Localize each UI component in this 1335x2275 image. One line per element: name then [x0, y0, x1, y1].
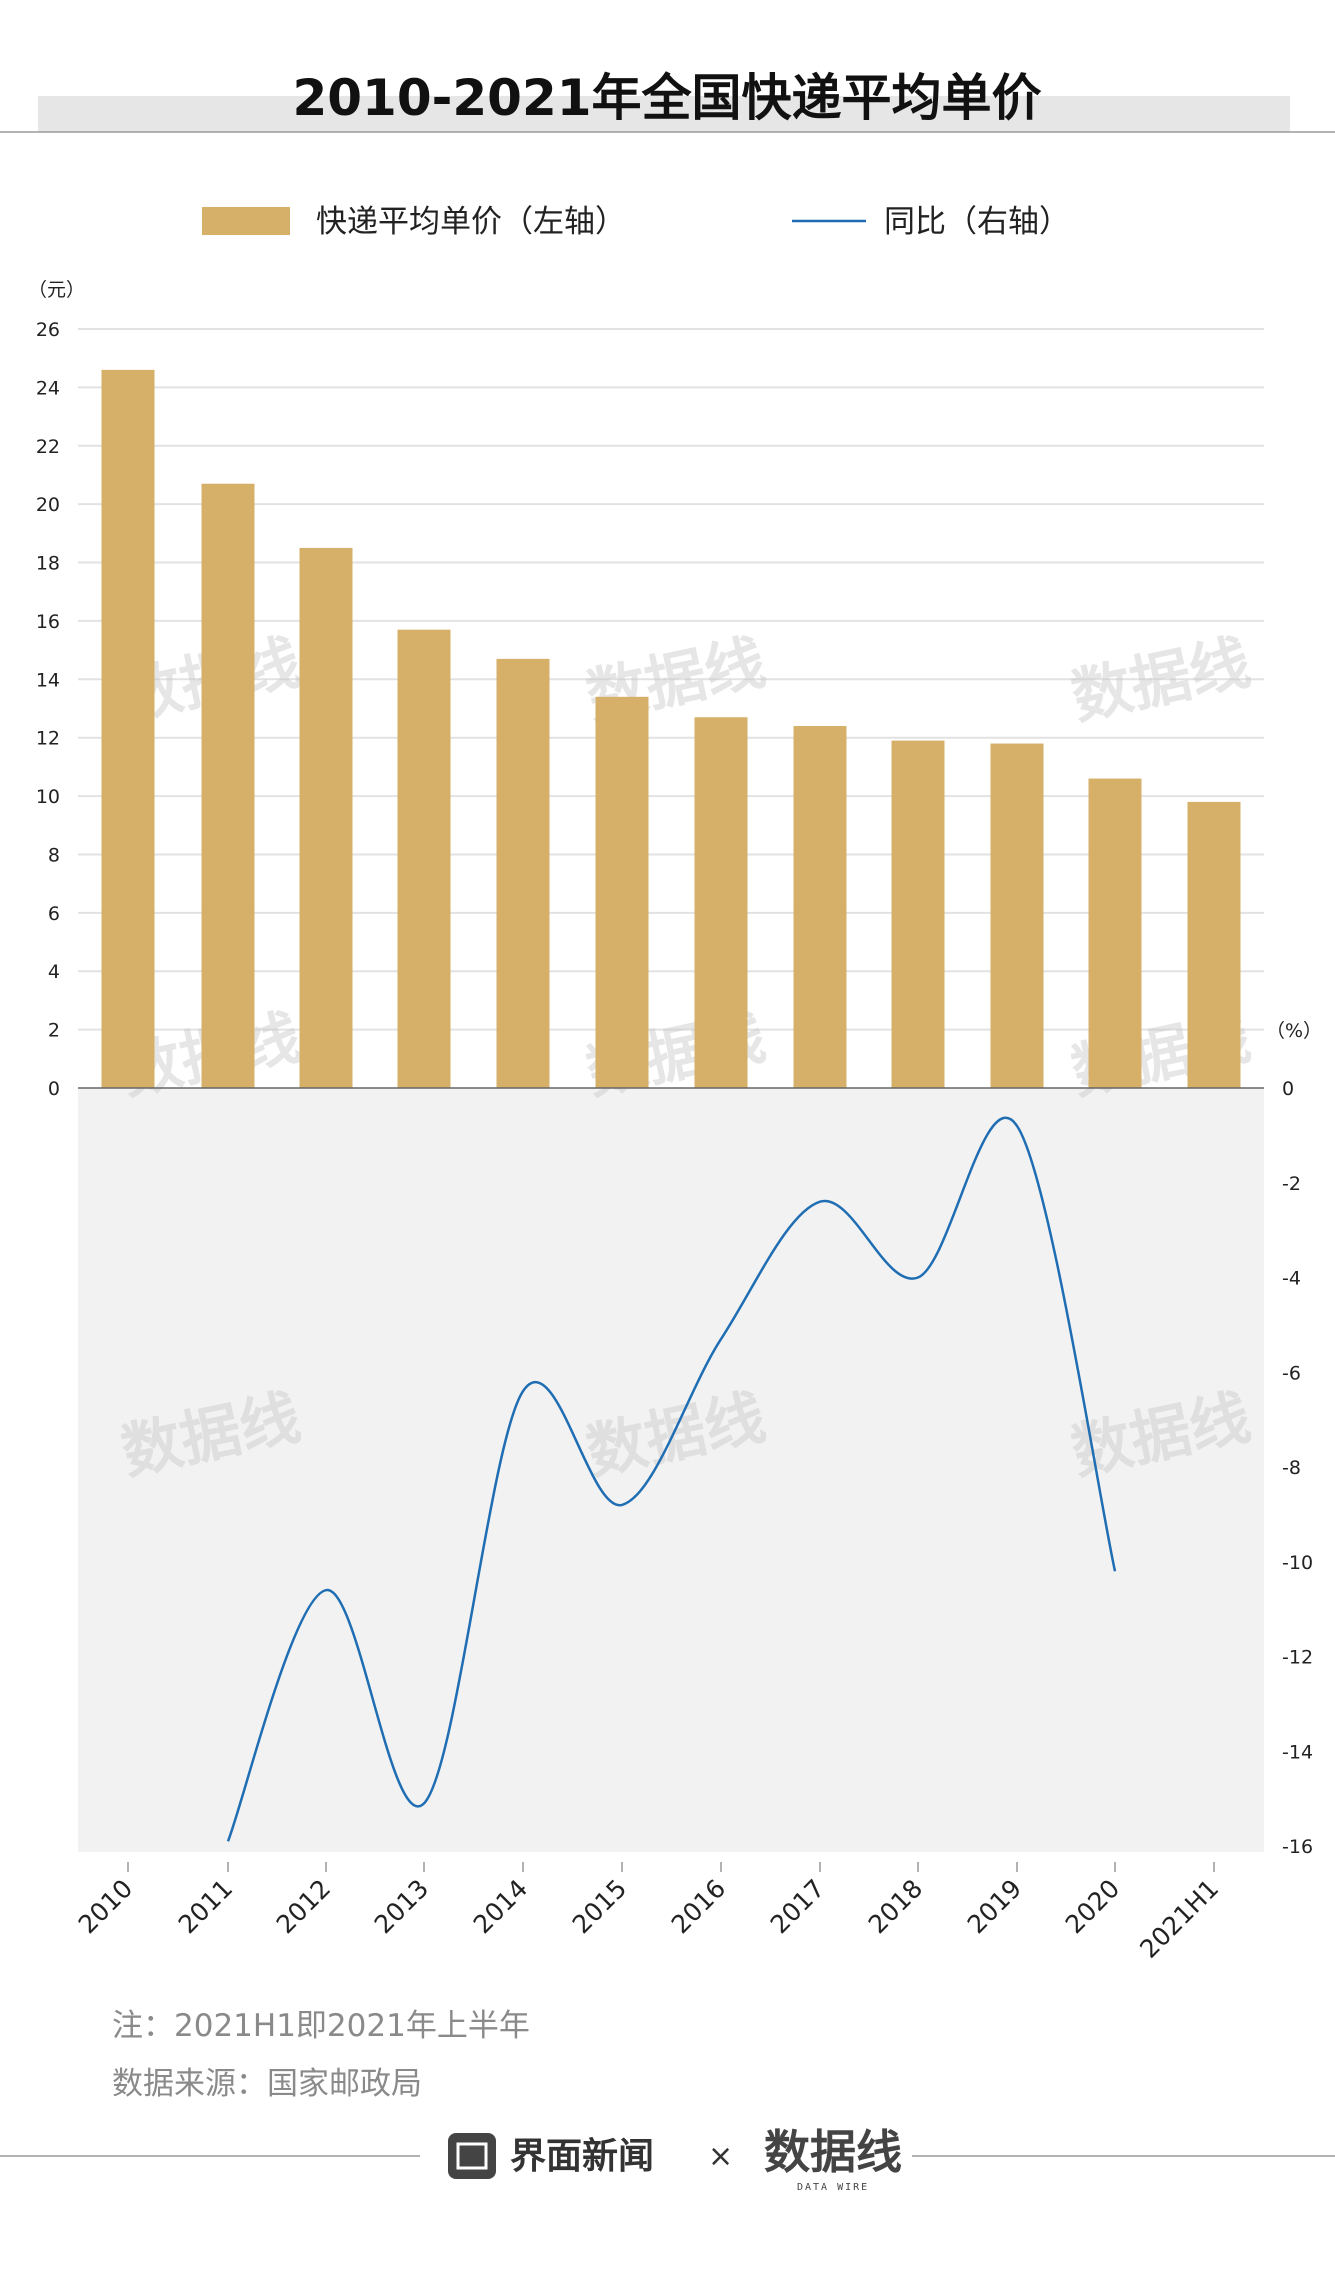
bar: [891, 740, 945, 1088]
bar: [201, 483, 255, 1088]
left-tick-label: 16: [36, 611, 60, 633]
brand-name: 界面新闻: [510, 2136, 654, 2177]
bar: [793, 726, 847, 1088]
legend-bar-swatch: [202, 207, 290, 235]
x-tick-label: 2021H1: [1134, 1874, 1224, 1964]
left-tick-label: 18: [36, 553, 60, 575]
right-tick-label: -2: [1282, 1173, 1301, 1195]
x-tick-label: 2016: [666, 1874, 731, 1939]
bar: [990, 743, 1044, 1088]
x-tick-label: 2020: [1060, 1874, 1125, 1939]
left-tick-label: 8: [48, 844, 60, 866]
footer-separator: ×: [708, 2139, 733, 2174]
right-tick-label: -14: [1282, 1741, 1313, 1763]
left-tick-label: 0: [48, 1078, 60, 1100]
partner-logo-sub: DATA WIRE: [797, 2182, 869, 2193]
x-tick-label: 2018: [863, 1874, 928, 1939]
bar: [299, 547, 353, 1088]
title-band: [38, 96, 1290, 132]
right-tick-label: -4: [1282, 1268, 1301, 1290]
right-axis-ticks: 0 -2 -4 -6 -8 -10 -12 -14 -16: [1282, 1078, 1313, 1858]
x-tick-label: 2010: [73, 1874, 138, 1939]
chart-title: 2010-2021年全国快递平均单价: [292, 69, 1041, 127]
yoy-line: [226, 1116, 1117, 1842]
watermark-logo: 数据线: [1066, 627, 1257, 733]
left-axis-unit: （元）: [28, 279, 85, 301]
right-axis-unit: （%）: [1266, 1020, 1322, 1042]
left-tick-label: 14: [36, 669, 60, 691]
bar: [595, 696, 649, 1088]
legend: 快递平均单价（左轴） 同比（右轴）: [202, 204, 1070, 240]
bar: [694, 717, 748, 1088]
gridlines: [78, 328, 1264, 1031]
left-tick-label: 26: [36, 319, 60, 341]
left-tick-label: 20: [36, 494, 60, 516]
bar: [101, 369, 155, 1088]
brand-logo-icon: [448, 2133, 496, 2179]
bars: [101, 369, 1241, 1088]
right-tick-label: -12: [1282, 1647, 1313, 1669]
right-tick-label: -16: [1282, 1836, 1313, 1858]
bar: [1088, 778, 1142, 1088]
lower-panel: [78, 1088, 1264, 1852]
x-tick-label: 2014: [468, 1874, 533, 1939]
bar: [1187, 801, 1241, 1088]
x-tick-label: 2012: [271, 1874, 336, 1939]
left-tick-label: 12: [36, 728, 60, 750]
yoy-line-path: [226, 1116, 1117, 1842]
x-tick-label: 2015: [567, 1874, 632, 1939]
bar: [496, 658, 550, 1088]
right-tick-label: -8: [1282, 1457, 1301, 1479]
note: 注：2021H1即2021年上半年: [112, 2008, 530, 2044]
right-tick-label: -6: [1282, 1362, 1301, 1384]
left-tick-label: 4: [48, 961, 60, 983]
left-tick-label: 6: [48, 903, 60, 925]
partner-logo: 数据线: [764, 2125, 902, 2179]
legend-line-label: 同比（右轴）: [884, 204, 1070, 240]
left-tick-label: 2: [48, 1020, 60, 1042]
x-axis-ticks: 2010 2011 2012 2013 2014 2015 2016 2017 2018 2019…: [73, 1862, 1224, 1964]
left-tick-label: 24: [36, 377, 60, 399]
x-tick-label: 2017: [765, 1874, 830, 1939]
left-tick-label: 10: [36, 786, 60, 808]
bar: [397, 629, 451, 1088]
x-tick-label: 2019: [962, 1874, 1027, 1939]
x-tick-label: 2011: [173, 1874, 238, 1939]
legend-bar-label: 快递平均单价（左轴）: [316, 204, 626, 240]
footer: 界面新闻 × 数据线 DATA WIRE: [0, 2125, 1335, 2193]
x-tick-label: 2013: [369, 1874, 434, 1939]
left-tick-label: 22: [36, 436, 60, 458]
right-tick-label: -10: [1282, 1552, 1313, 1574]
right-tick-label: 0: [1282, 1078, 1294, 1100]
source-note: 数据来源：国家邮政局: [112, 2066, 422, 2102]
brand-logo-icon-inner: [456, 2142, 488, 2170]
